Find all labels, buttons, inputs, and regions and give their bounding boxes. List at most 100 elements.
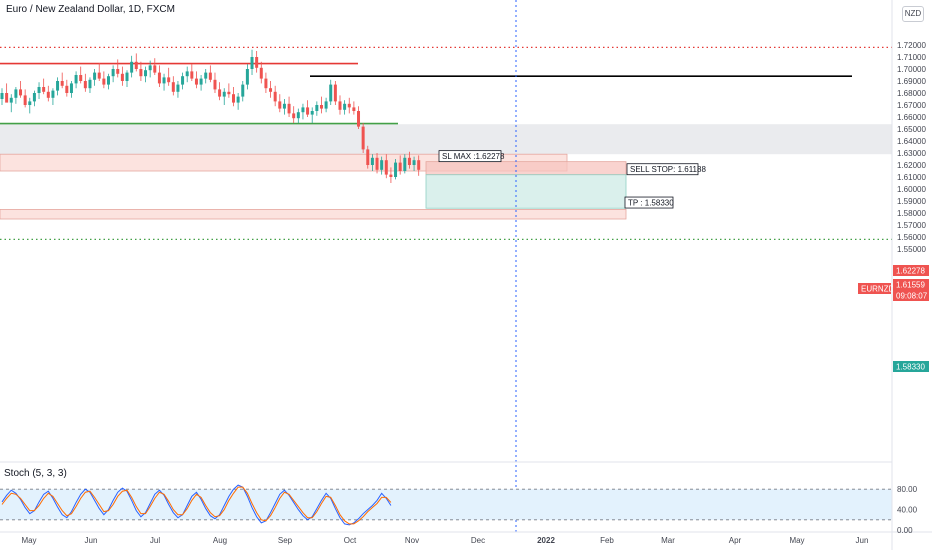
time-tick-label: Aug xyxy=(213,536,227,545)
candle-body xyxy=(37,87,41,93)
time-tick-label: May xyxy=(789,536,804,545)
candle-body xyxy=(333,84,337,102)
candle-body xyxy=(46,91,50,98)
price-tick-label: 1.67000 xyxy=(897,101,926,110)
annotations-layer: SL MAX :1.62278 SELL STOP: 1.61188 TP : 1.… xyxy=(438,150,706,209)
candle-body xyxy=(282,103,286,109)
candle-body xyxy=(194,78,198,85)
candle-body xyxy=(319,105,323,109)
price-tag-bg xyxy=(893,279,929,290)
candle-body xyxy=(14,89,18,98)
time-axis[interactable]: May Jun Jul Aug Sep Oct Nov Dec 2022 Feb Mar Apr May… xyxy=(21,536,868,545)
time-tick-label: Nov xyxy=(405,536,419,545)
time-tick-label: Jul xyxy=(150,536,160,545)
candle-body xyxy=(144,70,148,77)
candle-body xyxy=(9,97,13,103)
stoch-axis: 80.00 40.00 0.00 xyxy=(897,485,918,535)
candle-body xyxy=(357,111,361,127)
candle-body xyxy=(250,57,254,69)
price-tag-label: EURNZD xyxy=(861,285,895,294)
candle-body xyxy=(199,78,203,85)
candle-body xyxy=(375,157,379,170)
time-tick-label: May xyxy=(21,536,36,545)
price-tag-label: 1.62278 xyxy=(896,267,925,276)
candle-body xyxy=(157,72,161,84)
candle-body xyxy=(60,81,64,86)
candle-body xyxy=(171,82,175,92)
horizontal-lines-layer xyxy=(0,46,892,240)
candle-body xyxy=(111,69,115,77)
candle-body xyxy=(278,101,282,109)
chart-title: Euro / New Zealand Dollar, 1D, FXCM xyxy=(6,4,175,15)
candle-body xyxy=(343,103,347,110)
candle-body xyxy=(74,75,78,84)
price-tag-bg xyxy=(893,290,929,301)
time-tick-label: Jun xyxy=(85,536,98,545)
price-tag-bg xyxy=(893,265,929,276)
stoch-k-line xyxy=(1,484,392,526)
price-tag-label: 1.61559 xyxy=(896,281,925,290)
candle-body xyxy=(213,79,217,90)
candle-body xyxy=(412,160,416,165)
price-tick-label: 1.72000 xyxy=(897,41,926,50)
candle-body xyxy=(287,103,291,114)
candle-body xyxy=(310,111,314,115)
price-axis[interactable]: 1.72000 1.71000 1.70000 1.69000 1.68000 1.670… xyxy=(897,41,926,254)
price-tick-label: 1.68000 xyxy=(897,89,926,98)
candle-body xyxy=(208,72,212,80)
currency-button[interactable]: NZD xyxy=(902,6,924,22)
candle-body xyxy=(255,57,259,68)
candle-body xyxy=(32,93,36,102)
price-tick-label: 1.71000 xyxy=(897,53,926,62)
candle-body xyxy=(315,105,319,111)
candle-body xyxy=(28,101,32,105)
candle-body xyxy=(329,84,333,102)
price-tick-label: 1.61000 xyxy=(897,173,926,182)
price-tick-label: 1.60000 xyxy=(897,185,926,194)
stoch-tick-label: 80.00 xyxy=(897,485,918,494)
candle-body xyxy=(134,61,138,69)
candle-body xyxy=(398,162,402,171)
time-tick-label: Apr xyxy=(729,536,742,545)
candle-body xyxy=(190,71,194,79)
candle-body xyxy=(218,89,222,97)
candle-body xyxy=(120,73,124,81)
price-tick-label: 1.66000 xyxy=(897,113,926,122)
annotation-box xyxy=(626,163,699,176)
zones-layer xyxy=(0,124,892,220)
candle-body xyxy=(176,84,180,92)
candles-layer xyxy=(0,49,421,183)
candle-body xyxy=(102,78,106,85)
candle-body xyxy=(232,94,235,103)
price-tick-label: 1.55000 xyxy=(897,245,926,254)
annotation-box xyxy=(624,196,674,209)
candle-body xyxy=(167,77,171,83)
candle-body xyxy=(407,157,411,165)
candle-body xyxy=(162,77,166,84)
candle-body xyxy=(51,90,55,98)
candle-body xyxy=(19,89,23,96)
candle-body xyxy=(241,84,245,97)
price-tick-label: 1.65000 xyxy=(897,125,926,134)
candle-body xyxy=(324,101,328,109)
stoch-d-line xyxy=(1,486,392,525)
time-tick-label: Jun xyxy=(856,536,869,545)
candle-body xyxy=(338,101,342,110)
time-tick-label: Dec xyxy=(471,536,485,545)
candle-body xyxy=(79,75,83,81)
candle-body xyxy=(65,85,69,93)
candle-body xyxy=(236,96,240,103)
candle-body xyxy=(56,81,60,91)
candle-body xyxy=(23,95,27,105)
time-tick-label: Oct xyxy=(344,536,357,545)
candle-body xyxy=(227,91,231,95)
indicator-label[interactable]: Stoch (5, 3, 3) xyxy=(4,468,67,479)
candle-body xyxy=(370,157,374,165)
price-tick-label: 1.56000 xyxy=(897,233,926,242)
candle-body xyxy=(106,76,110,85)
candle-body xyxy=(361,126,365,150)
zone-tp xyxy=(425,174,627,209)
